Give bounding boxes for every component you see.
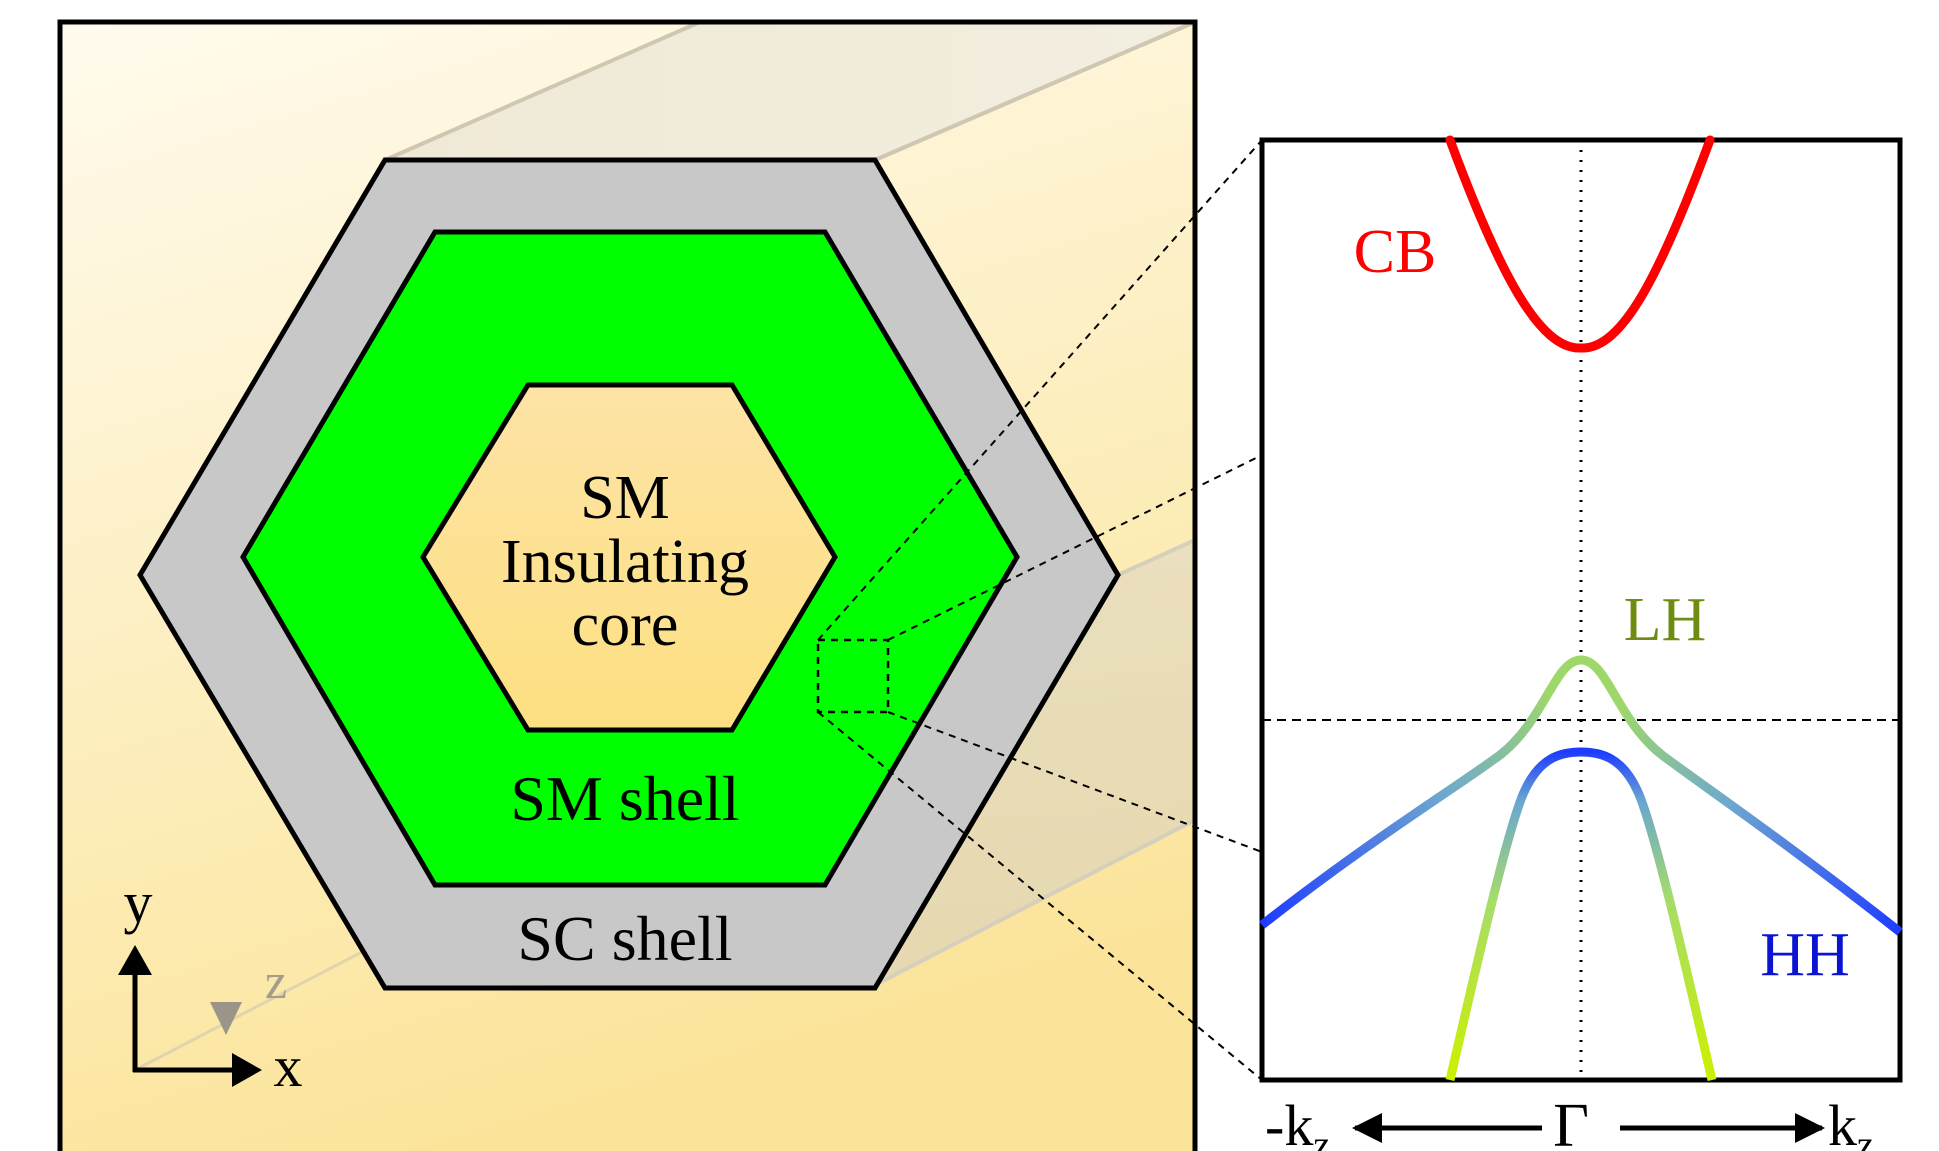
panel-frame	[57, 19, 1198, 1151]
inner-band	[1445, 747, 1717, 1082]
k-right-base: k	[1828, 1093, 1857, 1151]
k-left-base: -k	[1265, 1093, 1313, 1151]
gamma-label: Γ	[1553, 1092, 1589, 1151]
cb-label: CB	[1354, 218, 1437, 286]
k-left-label: -kz	[1265, 1093, 1330, 1151]
hh-label: HH	[1760, 921, 1850, 989]
x-axis-label: x	[274, 1034, 303, 1099]
x-axis-arrowhead	[232, 1053, 262, 1087]
zoom-line-bottom-outer	[817, 711, 1263, 1081]
wire-edge-left	[134, 938, 386, 1072]
core-label-line1: SM	[580, 464, 670, 532]
sc-shell-label: SC shell	[517, 903, 732, 974]
band-diagram: CB LH HH -kz Γ kz	[1259, 135, 1903, 1151]
y-axis-label: y	[124, 870, 153, 935]
k-left-sub: z	[1313, 1124, 1330, 1151]
lh-label: LH	[1624, 586, 1707, 654]
wire-edge-mid	[1117, 538, 1196, 577]
y-axis-arrowhead	[118, 945, 152, 975]
zoom-line-bottom-inner	[887, 711, 1263, 853]
wire-edge-top	[874, 20, 1196, 162]
coordinate-axes: y x z	[118, 870, 303, 1099]
zoom-box	[816, 638, 890, 714]
k-right-sub: z	[1857, 1124, 1874, 1151]
zoom-line-top-inner	[887, 454, 1263, 641]
hh-lh-band-right	[1580, 655, 1903, 936]
core-label-line3: core	[572, 591, 679, 659]
core-hexagon	[420, 382, 838, 733]
wire-edge-bottom	[874, 818, 1196, 987]
hh-lh-band-left	[1259, 655, 1582, 929]
cb-band	[1445, 135, 1715, 353]
k-right-label: kz	[1828, 1093, 1874, 1151]
sm-shell-label: SM shell	[510, 763, 739, 834]
z-axis-label: z	[265, 953, 287, 1009]
core-label-line2: Insulating	[501, 528, 749, 596]
z-axis-arrowhead	[210, 1002, 242, 1035]
